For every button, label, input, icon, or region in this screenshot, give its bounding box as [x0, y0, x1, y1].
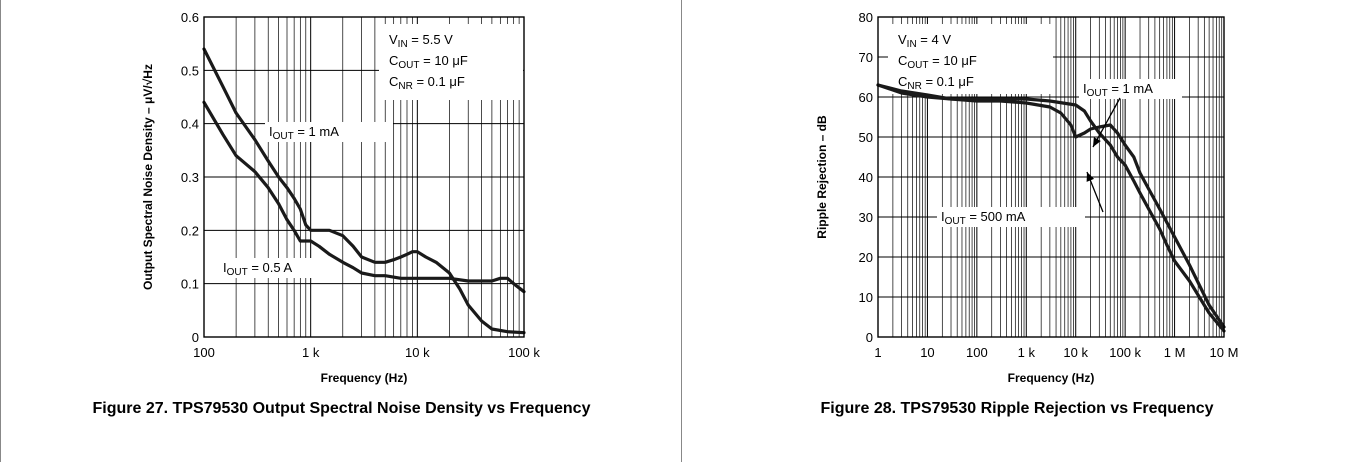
conditions-box: [888, 24, 1053, 94]
arrowhead: [1093, 137, 1101, 147]
series-label-1: IOUT = 500 mA: [941, 209, 1026, 227]
figure-28-caption: Figure 28. TPS79530 Ripple Rejection vs …: [820, 400, 1214, 417]
series-line-0: [202, 47, 526, 335]
x-tick-label: 10 k: [1063, 345, 1088, 360]
y-tick-label: 40: [859, 170, 873, 185]
x-tick-label: 100 k: [508, 345, 540, 360]
x-tick-label: 10 M: [1210, 345, 1239, 360]
x-tick-label: 1 k: [302, 345, 320, 360]
x-tick-label: 100: [966, 345, 988, 360]
y-tick-label: 10: [859, 290, 873, 305]
y-tick-label: 70: [859, 50, 873, 65]
condition-label: VIN = 4 V: [898, 32, 951, 50]
y-tick-label: 0.6: [181, 10, 199, 25]
figure-28-panel: 1 10 100 1 k 10 k 100 k 1 M 10 M 0 10 20 30 40 50 60 70…: [681, 0, 1351, 462]
y-tick-label: 60: [859, 90, 873, 105]
condition-label: CNR = 0.1 μF: [389, 74, 465, 92]
condition-label: VIN = 5.5 V: [389, 32, 453, 50]
y-tick-label: 50: [859, 130, 873, 145]
y-tick-label: 30: [859, 210, 873, 225]
condition-label: COUT = 10 μF: [898, 53, 977, 71]
x-axis-label: Frequency (Hz): [321, 371, 408, 385]
y-axis-label: Ripple Rejection – dB: [815, 115, 829, 239]
figure-27-panel: 100 1 k 10 k 100 k 0 0.1 0.2 0.3 0.4 0.5 0.6 Freque…: [0, 0, 591, 462]
series-label-0: IOUT = 1 mA: [269, 124, 339, 142]
x-tick-label: 100: [193, 345, 215, 360]
y-tick-label: 0.3: [181, 170, 199, 185]
x-tick-label: 100 k: [1109, 345, 1141, 360]
y-tick-label: 80: [859, 10, 873, 25]
x-tick-label: 1: [874, 345, 881, 360]
y-tick-label: 0: [192, 330, 199, 345]
x-tick-label: 10: [920, 345, 934, 360]
plot-frame: [877, 16, 1225, 338]
x-axis-label: Frequency (Hz): [1008, 371, 1095, 385]
x-tick-label: 1 k: [1018, 345, 1036, 360]
series-label-0: IOUT = 1 mA: [1083, 81, 1153, 99]
series-label-box: [265, 122, 393, 142]
series-line-1: [202, 100, 526, 294]
y-tick-label: 0: [866, 330, 873, 345]
series-label-box: [1079, 79, 1182, 99]
y-axis-label: Output Spectral Noise Density – μV/√Hz: [141, 64, 155, 290]
x-tick-label: 1 M: [1164, 345, 1186, 360]
series-line-1: [876, 83, 1226, 333]
y-tick-label: 0.1: [181, 277, 199, 292]
ripple-rejection-chart: 1 10 100 1 k 10 k 100 k 1 M 10 M 0 10 20 30 40 50 60 70…: [815, 10, 1239, 385]
noise-density-chart: 100 1 k 10 k 100 k 0 0.1 0.2 0.3 0.4 0.5 0.6 Freque…: [141, 10, 540, 385]
series-label-box: [219, 258, 337, 278]
pointer-arrow: [1092, 97, 1121, 148]
arrowhead: [1086, 172, 1095, 182]
figure-27-caption: Figure 27. TPS79530 Output Spectral Nois…: [92, 400, 591, 417]
series-line-0: [876, 83, 1226, 329]
y-tick-label: 0.4: [181, 117, 199, 132]
x-tick-label: 10 k: [405, 345, 430, 360]
series-label-box: [937, 207, 1085, 227]
conditions-box: [379, 24, 523, 100]
plot-frame: [203, 16, 525, 338]
y-tick-label: 0.2: [181, 223, 199, 238]
condition-label: CNR = 0.1 μF: [898, 74, 974, 92]
series-label-1: IOUT = 0.5 A: [223, 260, 293, 278]
y-tick-label: 0.5: [181, 63, 199, 78]
condition-label: COUT = 10 μF: [389, 53, 468, 71]
y-tick-label: 20: [859, 250, 873, 265]
